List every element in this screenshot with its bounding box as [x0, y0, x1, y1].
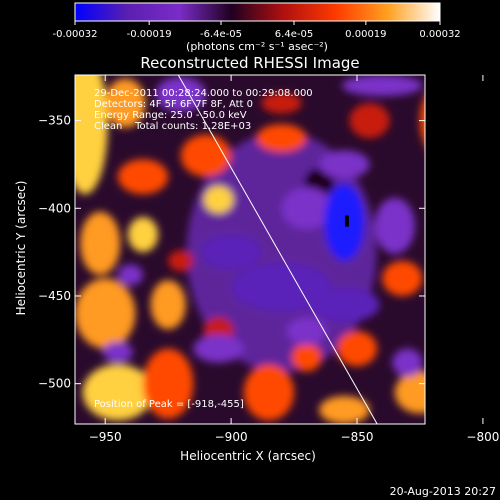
colorbar-tick-label: 6.4e-05: [275, 29, 313, 40]
y-tick-label: −400: [38, 201, 71, 215]
absorption-blob: [193, 334, 244, 363]
colorbar-tick-label: -6.4e-05: [200, 29, 242, 40]
colorbar: -0.00032 -0.00019 -6.4e-05 6.4e-05 0.00019 0.…: [53, 2, 461, 53]
emission-blob: [180, 134, 232, 177]
annotation-energy-range: Energy Range: 25.0 - 50.0 keV: [94, 110, 247, 121]
annotation-time-range: 29-Dec-2011 00:28:24.000 to 00:29:08.000: [94, 88, 313, 99]
colorbar-tick-label: 0.00032: [419, 29, 460, 40]
absorption-blob: [117, 264, 143, 286]
emission-blob: [168, 250, 194, 272]
peak-marker: [344, 215, 349, 227]
emission-blob: [458, 384, 500, 426]
absorption-blob: [102, 341, 133, 363]
y-axis-label: Heliocentric Y (arcsec): [14, 181, 28, 316]
annotation-clean-counts: Clean Total counts: 1.28E+03: [94, 121, 251, 132]
annotation-block: 29-Dec-2011 00:28:24.000 to 00:29:08.000…: [94, 88, 313, 132]
emission-blob: [443, 157, 483, 206]
emission-blob: [127, 217, 159, 253]
colorbar-tick-label: -0.00032: [53, 29, 98, 40]
annotation-detectors: Detectors: 4F 5F 6F 7F 8F, Att 0: [94, 99, 253, 110]
emission-blob: [150, 280, 186, 330]
emission-blob: [261, 92, 302, 114]
colorbar-gradient: [74, 2, 441, 22]
emission-blob: [349, 103, 390, 139]
render-timestamp: 20-Aug-2013 20:27: [390, 485, 496, 498]
y-axis-ticks: −350 −400 −450 −500: [38, 114, 425, 391]
absorption-blob: [155, 76, 206, 112]
absorption-blob: [324, 183, 365, 261]
emission-blob: [243, 364, 295, 421]
absorption-blob: [200, 234, 262, 270]
plot-frame: [74, 74, 426, 425]
emission-blob: [382, 260, 423, 296]
absorption-blob: [319, 150, 370, 179]
emission-blob: [203, 185, 234, 214]
x-tick-label: −850: [341, 430, 374, 444]
emission-map: [75, 75, 500, 426]
emission-blob: [453, 226, 488, 261]
emission-blob: [319, 395, 370, 424]
emission-blob: [433, 306, 483, 355]
chart-title: Reconstructed RHESSI Image: [140, 54, 359, 72]
y-tick-label: −500: [38, 377, 71, 391]
emission-blob: [256, 124, 307, 153]
absorption-blob: [392, 348, 423, 377]
absorption-blob: [281, 187, 332, 230]
emission-blob: [336, 331, 378, 367]
peak-position-label: Position of Peak = [-918,-455]: [94, 399, 244, 410]
colorbar-tick-label: -0.00019: [127, 29, 172, 40]
x-tick-label: −900: [215, 430, 248, 444]
colorbar-label: (photons cm⁻² s⁻¹ asec⁻²): [186, 40, 328, 53]
emission-blob: [117, 159, 169, 195]
emission-blob: [419, 97, 425, 144]
colorbar-ticks: -0.00032 -0.00019 -6.4e-05 6.4e-05 0.00019 0.…: [53, 21, 461, 40]
colorbar-tick-label: 0.00019: [345, 29, 386, 40]
absorption-blob: [374, 197, 415, 254]
absorption-blob: [309, 287, 380, 323]
emission-blob: [82, 364, 154, 421]
absorption-blob: [286, 317, 327, 346]
emission-blob: [394, 371, 425, 414]
plot-area: 29-Dec-2011 00:28:24.000 to 00:29:08.000…: [74, 74, 500, 426]
emission-blob: [142, 348, 194, 419]
emission-blob: [80, 211, 121, 275]
x-tick-label: −950: [89, 430, 122, 444]
emission-blob: [75, 278, 136, 349]
y-tick-label: −350: [38, 114, 71, 128]
emission-blob: [105, 78, 146, 128]
y-tick-label: −450: [38, 289, 71, 303]
emission-blob: [75, 75, 108, 195]
emission-blob: [291, 343, 322, 372]
x-tick-label: −800: [466, 430, 499, 444]
x-axis-label: Heliocentric X (arcsec): [180, 449, 316, 463]
absorption-blob: [341, 75, 423, 97]
x-axis-ticks: −950 −900 −850 −800: [89, 75, 499, 444]
solar-limb-line: [177, 75, 378, 424]
